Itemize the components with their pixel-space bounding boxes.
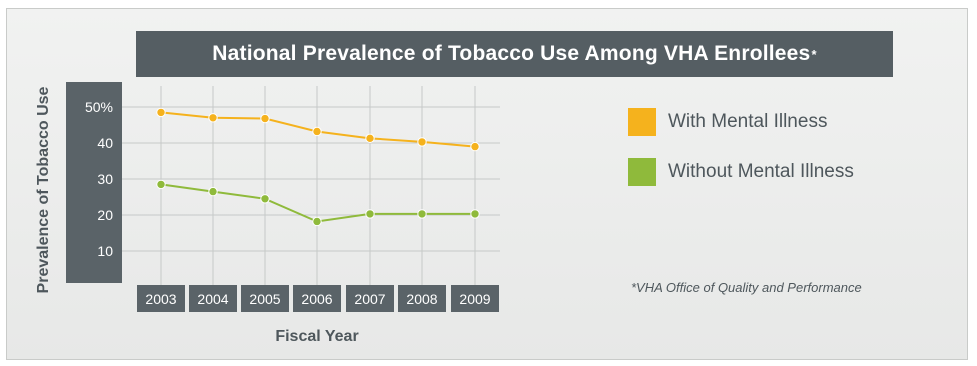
data-point bbox=[312, 126, 322, 137]
data-point bbox=[417, 209, 427, 219]
data-point bbox=[260, 113, 270, 124]
legend-item: With Mental Illness bbox=[628, 108, 827, 136]
x-tick-label: 2004 bbox=[189, 285, 237, 312]
legend-swatch bbox=[628, 108, 656, 136]
y-axis-box bbox=[66, 82, 122, 283]
chart-title: National Prevalence of Tobacco Use Among… bbox=[212, 42, 811, 65]
data-point bbox=[260, 194, 270, 204]
y-tick-label: 20 bbox=[97, 207, 113, 223]
title-footnote-marker: * bbox=[811, 46, 817, 62]
data-point bbox=[156, 107, 166, 118]
legend-swatch bbox=[628, 158, 656, 186]
x-tick-label: 2007 bbox=[346, 285, 394, 312]
legend-label: Without Mental Illness bbox=[668, 161, 854, 182]
data-point bbox=[156, 179, 166, 190]
x-axis-title: Fiscal Year bbox=[275, 328, 359, 345]
x-tick-label: 2008 bbox=[398, 285, 446, 312]
series-line-2 bbox=[160, 183, 475, 223]
chart-title-bar: National Prevalence of Tobacco Use Among… bbox=[136, 31, 893, 77]
data-point bbox=[208, 186, 218, 197]
data-point bbox=[470, 141, 480, 152]
x-tick-label: 2006 bbox=[293, 285, 341, 312]
y-tick-label: 30 bbox=[97, 171, 113, 187]
x-tick-label: 2009 bbox=[451, 285, 499, 312]
y-tick-label: 40 bbox=[97, 135, 113, 151]
legend-label: With Mental Illness bbox=[668, 111, 828, 132]
data-point bbox=[365, 209, 375, 219]
legend-item: Without Mental Illness bbox=[628, 158, 854, 186]
y-tick-label: 10 bbox=[97, 243, 113, 259]
data-point bbox=[365, 133, 375, 144]
data-point bbox=[312, 216, 322, 227]
x-tick-label: 2005 bbox=[241, 285, 289, 312]
source-note: *VHA Office of Quality and Performance bbox=[631, 280, 862, 295]
data-point bbox=[208, 113, 218, 123]
data-point bbox=[470, 209, 480, 219]
data-point bbox=[417, 137, 427, 147]
y-tick-label: 50% bbox=[84, 99, 113, 115]
x-tick-label: 2003 bbox=[137, 285, 185, 312]
